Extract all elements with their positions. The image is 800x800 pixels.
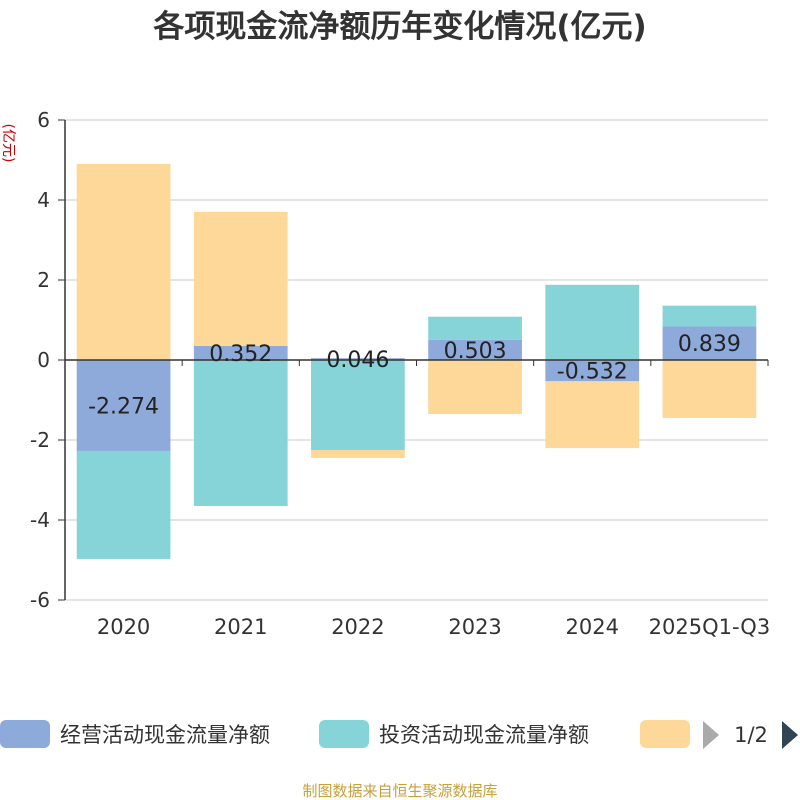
- x-tick-label: 2024: [566, 615, 619, 639]
- bars[interactable]: [76, 164, 757, 559]
- bar-2020-series-2[interactable]: [76, 164, 171, 360]
- bar-2021-series-2[interactable]: [193, 211, 288, 346]
- bar-2021-series-1[interactable]: [193, 360, 288, 506]
- x-tick-label: 2021: [214, 615, 267, 639]
- bar-2024-series-0[interactable]: [545, 360, 640, 382]
- bar-2025Q1-Q3-series-2[interactable]: [662, 360, 757, 418]
- bar-2021-series-0[interactable]: [193, 345, 288, 360]
- data-label: 0.839: [678, 332, 741, 357]
- x-tick-label: 2020: [97, 615, 150, 639]
- bar-2020-series-0[interactable]: [76, 360, 171, 451]
- legend[interactable]: 经营活动现金流量净额 投资活动现金流量净额 1/2: [0, 720, 798, 749]
- bar-2022-series-2[interactable]: [311, 450, 405, 458]
- legend-swatch[interactable]: [319, 720, 369, 748]
- data-label: 0.352: [209, 342, 272, 367]
- source-note: 制图数据来自恒生聚源数据库: [302, 782, 497, 800]
- bar-2025Q1-Q3-series-1[interactable]: [662, 305, 757, 327]
- legend-label[interactable]: 经营活动现金流量净额: [60, 723, 270, 747]
- x-tick-label: 2022: [331, 615, 384, 639]
- y-tick-labels: -6 -4 -2 0 2 4 6: [30, 108, 50, 612]
- y-tick-label: -2: [30, 428, 50, 452]
- legend-prev-icon[interactable]: [703, 721, 719, 749]
- y-tick-label: 6: [37, 108, 50, 132]
- data-labels: -2.274 0.352 0.046 0.503 -0.532 0.839: [88, 332, 741, 419]
- y-tick-label: 0: [37, 348, 50, 372]
- y-tick-label: 2: [37, 268, 50, 292]
- bar-2022-series-1[interactable]: [311, 360, 405, 450]
- chart-title: 各项现金流净额历年变化情况(亿元): [152, 9, 646, 45]
- y-axis-label: (亿元): [0, 124, 16, 163]
- bar-2022-series-0[interactable]: [311, 358, 405, 360]
- bar-2023-series-0[interactable]: [428, 339, 522, 360]
- x-tick-labels: 2020 2021 2022 2023 2024 2025Q1-Q3: [97, 615, 770, 639]
- legend-page-indicator: 1/2: [734, 723, 768, 747]
- bar-2023-series-2[interactable]: [428, 360, 522, 414]
- bar-2023-series-1[interactable]: [428, 316, 522, 340]
- x-tick-label: 2023: [448, 615, 501, 639]
- grid-lines: [65, 119, 768, 601]
- legend-next-icon[interactable]: [782, 721, 798, 749]
- data-label: -0.532: [557, 360, 628, 385]
- bar-2024-series-1[interactable]: [545, 284, 640, 360]
- y-tick-label: -6: [30, 588, 50, 612]
- bar-2025Q1-Q3-series-0[interactable]: [662, 326, 757, 360]
- axes: [58, 119, 769, 601]
- x-tick-label: 2025Q1-Q3: [649, 615, 771, 639]
- y-tick-label: -4: [30, 508, 50, 532]
- bar-2024-series-2[interactable]: [545, 381, 640, 449]
- data-label: -2.274: [88, 394, 159, 419]
- legend-label[interactable]: 投资活动现金流量净额: [379, 723, 589, 747]
- bar-2020-series-1[interactable]: [76, 450, 171, 559]
- data-label: 0.503: [444, 339, 507, 364]
- data-label: 0.046: [326, 348, 389, 373]
- legend-swatch[interactable]: [0, 720, 50, 748]
- legend-swatch[interactable]: [640, 720, 690, 748]
- y-tick-label: 4: [37, 188, 50, 212]
